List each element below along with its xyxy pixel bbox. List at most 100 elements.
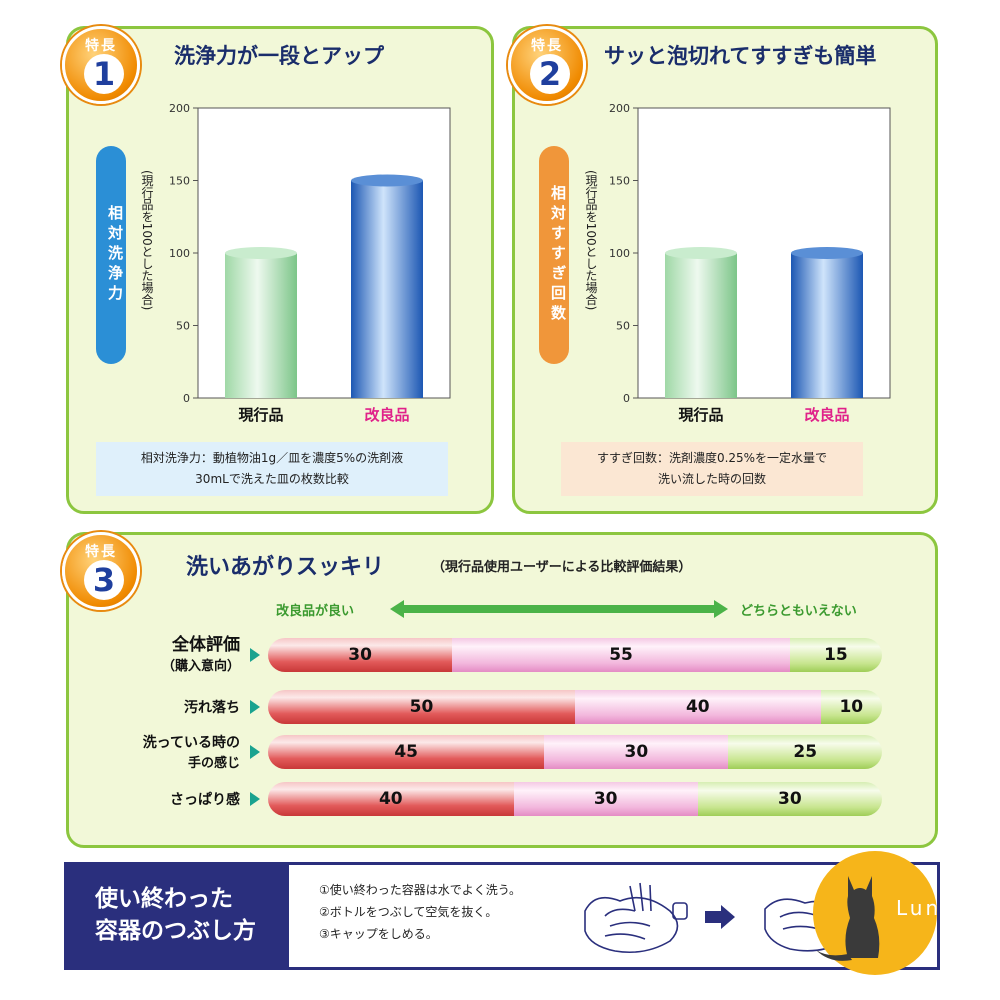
bar-segment: 10: [820, 690, 882, 724]
feature-1-note-line2: 30mLで洗えた皿の枚数比較: [195, 472, 349, 486]
feature-badge-label: 特長: [85, 38, 117, 54]
y-tick-label: 200: [169, 102, 190, 115]
disposal-box: 使い終わった 容器のつぶし方 ①使い終わった容器は水でよく洗う。 ②ボトルをつぶ…: [64, 862, 940, 970]
scale-right-label: どちらともいえない: [740, 604, 857, 619]
row-label: さっぱり感: [170, 789, 240, 809]
feature-badge-number: 3: [84, 560, 124, 600]
feature-1-title: 洗浄力が一段とアップ: [174, 44, 384, 68]
bar-value-label: 30: [593, 789, 618, 809]
bar-segment: 30: [697, 782, 882, 816]
bar-segment: 15: [789, 638, 882, 672]
feature-badge-label: 特長: [531, 38, 563, 54]
feature-1-axis-note: (現行品を100とした場合): [140, 170, 154, 311]
feature-2-badge: 特長 2: [508, 26, 586, 104]
y-tick-label: 50: [176, 320, 190, 333]
row-label: 洗っている時の手の感じ: [143, 732, 240, 771]
stacked-bar-row: 45 30 25: [268, 735, 882, 769]
bar-segment: 55: [452, 638, 790, 672]
bar: [665, 253, 737, 398]
feature-2-axis-note: (現行品を100とした場合): [584, 170, 598, 311]
stacked-bar-row: 30 55 15: [268, 638, 882, 672]
x-category-label: 改良品: [364, 406, 409, 424]
bar-segment: 30: [268, 638, 453, 672]
y-tick-label: 200: [609, 102, 630, 115]
feature-3-title: 洗いあがりスッキリ: [186, 555, 385, 580]
bar-segment: 30: [544, 735, 729, 769]
scale-left-label: 改良品が良い: [276, 604, 355, 619]
feature-2-y-label: 相対すすぎ回数: [539, 146, 569, 364]
bar-top: [351, 174, 423, 187]
y-tick-label: 100: [169, 247, 190, 260]
bar: [225, 253, 297, 398]
bar-value-label: 25: [793, 742, 818, 762]
bar-top: [791, 247, 863, 259]
bar-segment: 40: [268, 782, 514, 816]
feature-3-badge: 特長 3: [62, 532, 140, 610]
feature-3-subtitle: （現行品使用ユーザーによる比較評価結果）: [432, 560, 692, 575]
bar-value-label: 40: [685, 697, 710, 717]
bar-value-label: 15: [824, 645, 848, 665]
feature-2-note: すすぎ回数：洗剤濃度0.25%を一定水量で 洗い流した時の回数: [561, 442, 863, 496]
bar-value-label: 55: [609, 645, 633, 665]
bar-value-label: 40: [378, 789, 403, 809]
row-label-line: （購入意向）: [161, 659, 240, 674]
row-label: 汚れ落ち: [184, 697, 240, 717]
row-label-line: 汚れ落ち: [184, 700, 240, 716]
bar-value-label: 30: [624, 742, 649, 762]
bar-value-label: 50: [409, 697, 434, 717]
feature-1-note: 相対洗浄力：動植物油1g／皿を濃度5%の洗剤液 30mLで洗えた皿の枚数比較: [96, 442, 448, 496]
bar-value-label: 10: [839, 697, 864, 717]
bar-segment: 40: [575, 690, 821, 724]
feature-badge-label: 特長: [85, 544, 117, 560]
disposal-title: 使い終わった 容器のつぶし方: [67, 865, 289, 967]
y-tick-label: 150: [169, 175, 190, 188]
x-category-label: 改良品: [804, 406, 849, 424]
stacked-bar-row: 50 40 10: [268, 690, 882, 724]
bar-value-label: 30: [778, 789, 802, 809]
y-tick-label: 0: [623, 392, 630, 405]
bar: [791, 253, 863, 398]
stacked-bar-row: 40 30 30: [268, 782, 882, 816]
bar-segment: 30: [513, 782, 698, 816]
row-label-line: さっぱり感: [170, 792, 240, 808]
feature-1-y-label: 相対洗浄力: [96, 146, 126, 364]
row-pointer-icon: [250, 745, 260, 759]
disposal-step: ①使い終わった容器は水でよく洗う。: [319, 883, 522, 897]
bar-value-label: 45: [394, 742, 418, 762]
feature-1-badge: 特長 1: [62, 26, 140, 104]
y-tick-label: 150: [609, 175, 630, 188]
chart-rinse-count: 0 50 100 150 200 現行品 改良品: [609, 102, 891, 424]
row-pointer-icon: [250, 792, 260, 806]
bar-value-label: 30: [348, 645, 372, 665]
y-tick-label: 50: [616, 320, 630, 333]
row-label-line: 全体評価: [172, 635, 240, 655]
disposal-title-line1: 使い終わった: [95, 886, 233, 912]
bar-top: [225, 247, 297, 259]
feature-2-note-line2: 洗い流した時の回数: [657, 472, 766, 486]
disposal-steps: ①使い終わった容器は水でよく洗う。 ②ボトルをつぶして空気を抜く。 ③キャップを…: [319, 879, 521, 945]
disposal-step: ③キャップをしめる。: [319, 927, 438, 941]
feature-2-title: サッと泡切れてすすぎも簡単: [604, 44, 877, 68]
y-tick-label: 100: [609, 247, 630, 260]
feature-badge-number: 1: [84, 54, 124, 94]
bar-top: [665, 247, 737, 259]
double-arrow-icon: [390, 600, 728, 618]
chart-cleaning-power: 0 50 100 150 200 現行品 改良品: [169, 102, 451, 424]
feature-badge-number: 2: [530, 54, 570, 94]
disposal-title-line2: 容器のつぶし方: [95, 918, 256, 944]
bottle-crushing-illustration: [584, 882, 855, 954]
luna-cat-logo: [813, 851, 937, 975]
bar: [351, 180, 423, 398]
row-pointer-icon: [250, 648, 260, 662]
bar-segment: 50: [268, 690, 575, 724]
x-category-label: 現行品: [678, 406, 723, 424]
disposal-step: ②ボトルをつぶして空気を抜く。: [319, 905, 498, 919]
x-category-label: 現行品: [238, 406, 283, 424]
luna-watermark-text: Luna: [896, 896, 957, 920]
y-tick-label: 0: [183, 392, 190, 405]
feature-1-note-line1: 相対洗浄力：動植物油1g／皿を濃度5%の洗剤液: [140, 451, 404, 465]
row-label-line: 手の感じ: [187, 756, 240, 771]
row-pointer-icon: [250, 700, 260, 714]
row-label: 全体評価 （購入意向）: [162, 630, 240, 674]
row-label-line: 洗っている時の: [142, 735, 240, 751]
